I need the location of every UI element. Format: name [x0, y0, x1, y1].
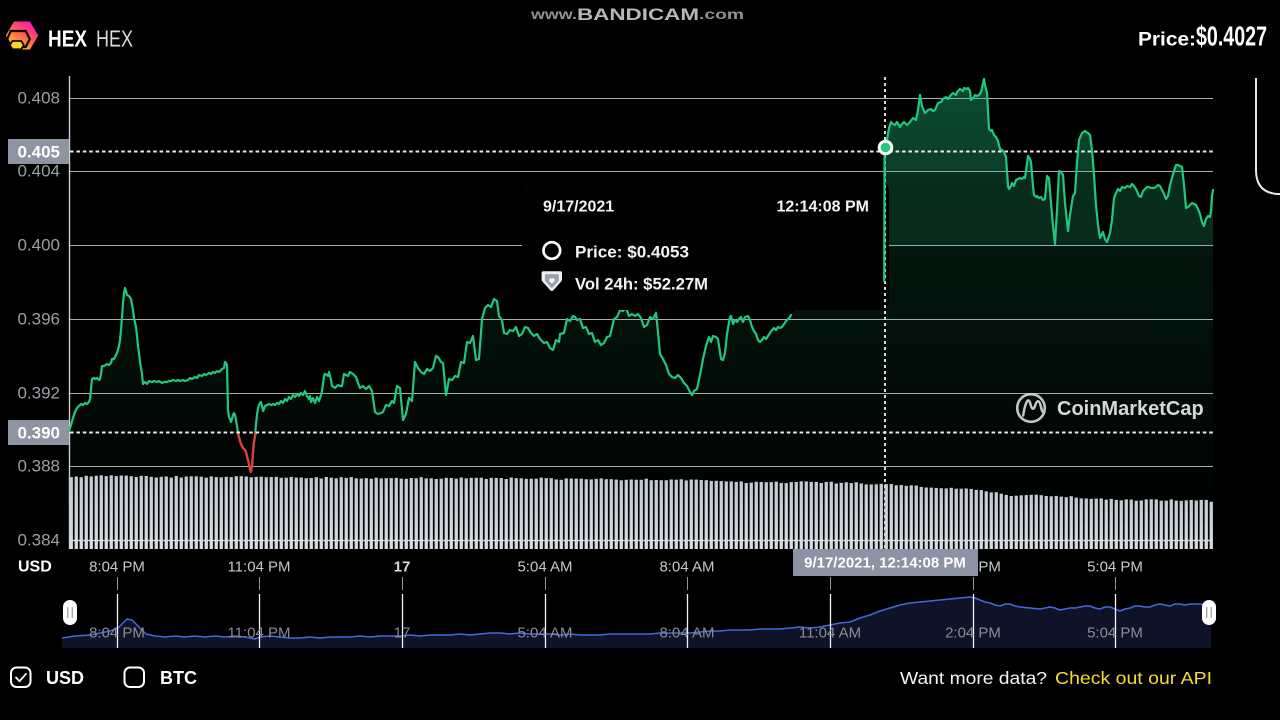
svg-text:0.405: 0.405 — [17, 143, 60, 162]
svg-text:Price:$0.4027: Price:$0.4027 — [1138, 21, 1267, 52]
svg-text:0.384: 0.384 — [17, 531, 60, 550]
svg-text:11:04 AM: 11:04 AM — [799, 625, 861, 642]
svg-text:0.396: 0.396 — [17, 310, 60, 329]
svg-text:0.392: 0.392 — [17, 384, 60, 403]
svg-text:Want more data?Check out our A: Want more data? Check out our API — [900, 668, 1212, 688]
svg-text:CoinMarketCap: CoinMarketCap — [1057, 398, 1204, 420]
svg-text:USD: USD — [46, 668, 84, 688]
svg-text:5:04 AM: 5:04 AM — [517, 559, 572, 576]
svg-text:0.388: 0.388 — [17, 457, 60, 476]
svg-text:0.400: 0.400 — [17, 236, 60, 255]
svg-text:9/17/2021, 12:14:08 PM: 9/17/2021, 12:14:08 PM — [804, 555, 966, 572]
svg-text:5:04 PM: 5:04 PM — [1087, 625, 1143, 642]
svg-text:0.390: 0.390 — [17, 424, 60, 443]
svg-text:Price: $0.4053: Price: $0.4053 — [575, 243, 689, 262]
svg-text:8:04 AM: 8:04 AM — [659, 559, 714, 576]
svg-text:9/17/2021: 9/17/2021 — [543, 199, 614, 216]
svg-text:Vol 24h: $52.27M: Vol 24h: $52.27M — [575, 275, 708, 294]
svg-text:17: 17 — [394, 625, 411, 642]
svg-text:2:04 PM: 2:04 PM — [945, 625, 1001, 642]
svg-text:HEX: HEX — [48, 26, 88, 52]
svg-text:8:04 PM: 8:04 PM — [89, 559, 145, 576]
svg-text:11:04 PM: 11:04 PM — [227, 625, 290, 642]
svg-text:0.408: 0.408 — [17, 89, 60, 108]
svg-text:5:04 PM: 5:04 PM — [1087, 559, 1143, 576]
svg-text:USD: USD — [18, 559, 52, 576]
svg-text:BTC: BTC — [160, 668, 197, 688]
svg-text:12:14:08 PM: 12:14:08 PM — [777, 199, 870, 216]
svg-text:17: 17 — [394, 559, 411, 576]
svg-text:HEX: HEX — [96, 26, 133, 52]
svg-text:0.404: 0.404 — [17, 162, 60, 181]
svg-text:8:04 AM: 8:04 AM — [659, 625, 714, 642]
svg-text:11:04 PM: 11:04 PM — [227, 559, 290, 576]
svg-text:5:04 AM: 5:04 AM — [517, 625, 572, 642]
svg-text:8:04 PM: 8:04 PM — [89, 625, 145, 642]
svg-text:www.BANDICAM.com: www.BANDICAM.com — [530, 5, 744, 24]
